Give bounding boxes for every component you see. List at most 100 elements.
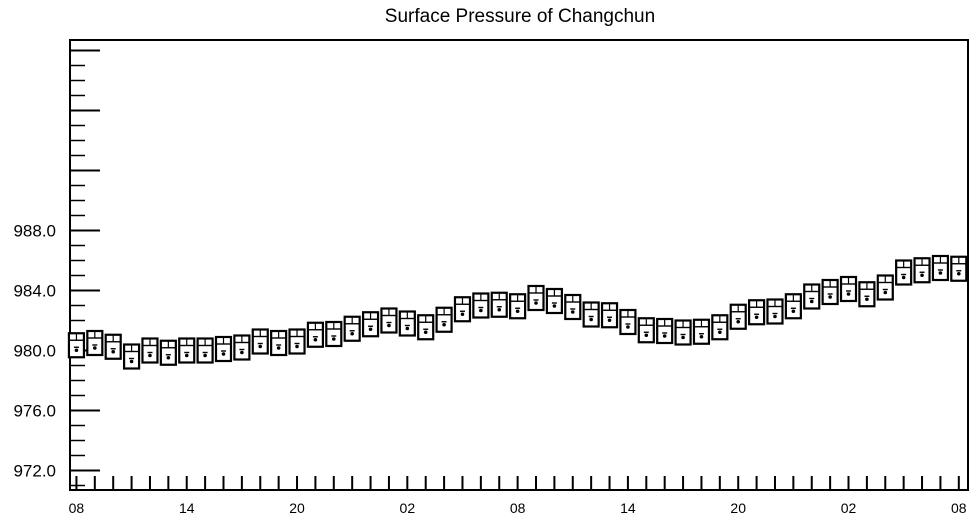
data-point [895, 259, 913, 286]
point-dot [920, 273, 924, 278]
point-dot [203, 353, 207, 358]
point-dot [479, 308, 483, 313]
point-dot [111, 349, 115, 354]
point-dot [497, 307, 502, 312]
data-point [839, 275, 858, 303]
data-point [490, 291, 508, 318]
data-point [858, 281, 876, 308]
data-point [435, 306, 453, 333]
point-dot [699, 334, 704, 339]
point-dot [681, 335, 685, 340]
point-dot [350, 331, 354, 336]
data-point [361, 311, 380, 338]
data-point [876, 274, 894, 301]
data-point [141, 337, 159, 364]
data-point [950, 255, 968, 282]
data-point [472, 292, 490, 319]
data-point [821, 278, 839, 306]
y-tick-label: 984.0 [13, 282, 56, 301]
data-point [674, 319, 692, 346]
point-dot [276, 346, 281, 350]
data-point [214, 335, 233, 363]
data-point [692, 318, 711, 345]
data-point [582, 301, 600, 328]
point-dot [515, 309, 520, 314]
point-dot [626, 325, 630, 329]
point-dot [773, 314, 777, 319]
x-tick-label: 08 [510, 500, 526, 516]
point-dot [846, 292, 851, 296]
point-dot [809, 299, 814, 304]
data-marks [67, 254, 968, 370]
data-point [784, 293, 802, 320]
data-point [343, 315, 361, 342]
data-point [453, 296, 472, 323]
x-tick-label: 08 [69, 500, 85, 516]
point-dot [552, 304, 557, 308]
data-point [509, 293, 527, 320]
point-dot [570, 310, 575, 314]
chart-title: Surface Pressure of Changchun [385, 6, 655, 27]
point-dot [331, 337, 336, 341]
point-dot [534, 301, 538, 305]
x-tick-label: 02 [841, 500, 857, 516]
data-point [527, 284, 545, 312]
point-dot [184, 353, 189, 358]
data-point [288, 328, 306, 355]
x-axis: 08 14 20 02 08 14 20 02 08 [69, 476, 967, 516]
point-dot [957, 271, 961, 276]
point-dot [791, 309, 796, 314]
point-dot [865, 297, 869, 302]
data-point [766, 298, 784, 325]
point-dot [368, 327, 373, 332]
data-point [178, 337, 196, 364]
data-point [803, 283, 821, 310]
data-point [711, 314, 729, 341]
point-dot [828, 295, 832, 299]
data-point [417, 314, 435, 341]
point-dot [718, 330, 722, 335]
data-point [747, 299, 766, 326]
point-dot [607, 318, 612, 323]
point-dot [313, 337, 318, 342]
data-point [306, 321, 325, 348]
data-point [913, 257, 931, 284]
point-dot [405, 326, 410, 331]
data-point [564, 293, 582, 321]
data-point [196, 337, 214, 364]
point-dot [662, 334, 667, 338]
x-tick-label: 20 [730, 500, 746, 516]
x-tick-label: 08 [951, 500, 967, 516]
point-dot [938, 271, 943, 275]
data-point [325, 320, 343, 348]
point-dot [901, 275, 906, 280]
data-point [600, 302, 619, 329]
point-dot [295, 344, 299, 349]
data-point [380, 307, 398, 334]
data-point [545, 287, 563, 315]
point-dot [166, 355, 171, 360]
point-dot [754, 315, 759, 320]
data-point [233, 334, 251, 361]
point-dot [883, 290, 888, 295]
data-point [159, 339, 177, 366]
y-tick-label: 980.0 [13, 342, 56, 361]
point-dot [129, 359, 134, 364]
y-axis: 972.0 976.0 980.0 984.0 988.0 [13, 49, 100, 487]
point-dot [589, 317, 593, 322]
x-tick-label: 14 [179, 500, 195, 516]
point-dot [148, 353, 152, 358]
y-tick-label: 976.0 [13, 402, 56, 421]
data-point [67, 332, 86, 359]
data-point [270, 329, 288, 357]
x-tick-label: 14 [620, 500, 636, 516]
data-point [251, 328, 269, 355]
data-point [86, 329, 104, 357]
point-dot [221, 352, 226, 356]
data-point [104, 333, 122, 360]
data-point [656, 317, 674, 345]
point-dot [74, 348, 79, 353]
point-dot [644, 333, 649, 338]
point-dot [423, 330, 428, 335]
